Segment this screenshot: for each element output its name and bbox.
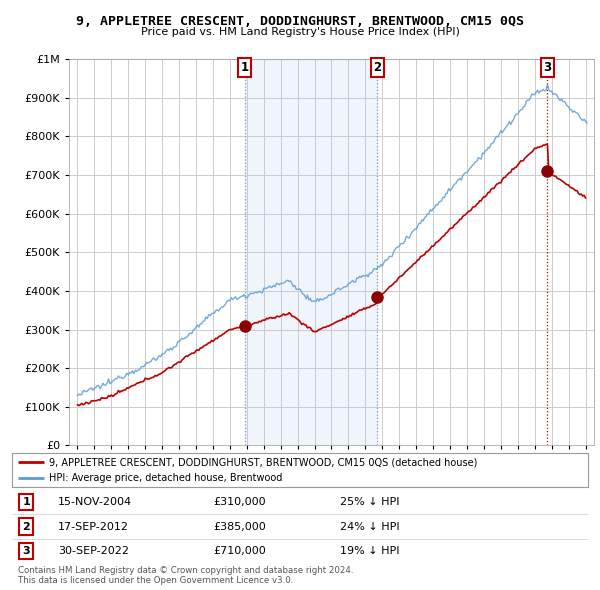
Text: 17-SEP-2012: 17-SEP-2012 — [58, 522, 129, 532]
Text: 1: 1 — [241, 61, 249, 74]
Text: HPI: Average price, detached house, Brentwood: HPI: Average price, detached house, Bren… — [49, 473, 283, 483]
Text: £385,000: £385,000 — [214, 522, 266, 532]
Text: This data is licensed under the Open Government Licence v3.0.: This data is licensed under the Open Gov… — [18, 576, 293, 585]
Text: Price paid vs. HM Land Registry's House Price Index (HPI): Price paid vs. HM Land Registry's House … — [140, 27, 460, 37]
Text: Contains HM Land Registry data © Crown copyright and database right 2024.: Contains HM Land Registry data © Crown c… — [18, 566, 353, 575]
Text: 19% ↓ HPI: 19% ↓ HPI — [340, 546, 400, 556]
Text: 2: 2 — [373, 61, 382, 74]
Text: 2: 2 — [23, 522, 30, 532]
Text: £310,000: £310,000 — [214, 497, 266, 507]
Text: 24% ↓ HPI: 24% ↓ HPI — [340, 522, 400, 532]
Text: 30-SEP-2022: 30-SEP-2022 — [58, 546, 129, 556]
Text: 15-NOV-2004: 15-NOV-2004 — [58, 497, 132, 507]
Text: 1: 1 — [23, 497, 30, 507]
Text: 3: 3 — [544, 61, 551, 74]
Text: £710,000: £710,000 — [214, 546, 266, 556]
Text: 3: 3 — [23, 546, 30, 556]
Text: 25% ↓ HPI: 25% ↓ HPI — [340, 497, 400, 507]
Text: 9, APPLETREE CRESCENT, DODDINGHURST, BRENTWOOD, CM15 0QS (detached house): 9, APPLETREE CRESCENT, DODDINGHURST, BRE… — [49, 457, 478, 467]
Text: 9, APPLETREE CRESCENT, DODDINGHURST, BRENTWOOD, CM15 0QS: 9, APPLETREE CRESCENT, DODDINGHURST, BRE… — [76, 15, 524, 28]
Bar — [245, 59, 377, 445]
